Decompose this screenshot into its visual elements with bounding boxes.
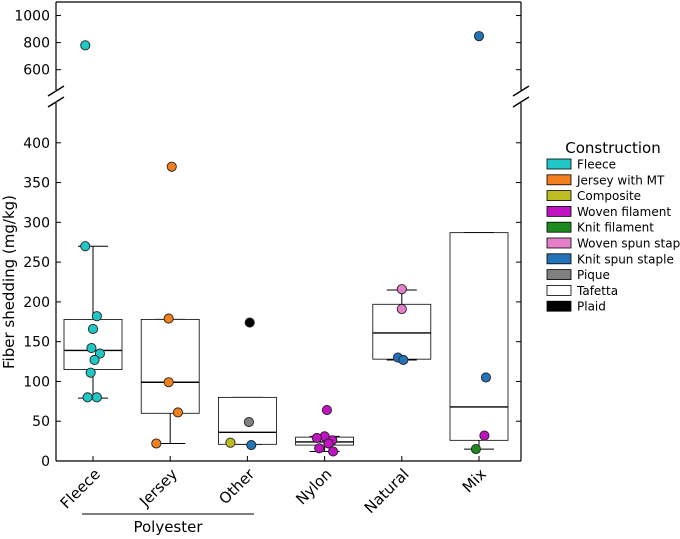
y-axis-label: Fiber shedding (mg/kg) [0,195,18,369]
data-point-other [246,440,257,451]
data-point-jersey [172,407,183,418]
data-point-fleece [89,354,100,366]
data-point-fleece [86,342,97,354]
y-tick-label: 400 [23,136,50,152]
data-point-fleece [80,241,91,252]
axis-break-mark-upper-left [47,85,65,97]
legend-label: Woven spun staple [577,237,680,251]
data-point-mix [479,430,490,441]
data-point-fleece [91,392,102,403]
y-tick-label: 50 [32,414,50,430]
x-tick-label-natural: Natural [361,465,413,517]
group-bracket: Polyester [82,513,254,536]
box-mix [449,232,509,441]
data-point-natural [398,354,409,366]
data-point-nylon [323,438,334,449]
y-tick-label: 300 [23,215,50,231]
legend-swatch [546,221,572,233]
data-point-nylon [321,405,332,416]
data-point-other [225,437,236,448]
x-tick-label-jersey: Jersey [135,465,181,511]
y-tick-label: 800 [23,36,50,52]
legend-swatch [546,269,572,281]
legend-label: Jersey with MT [576,173,665,187]
x-tick-label-other: Other [215,465,258,508]
data-point-mix [470,444,481,455]
data-point-nylon [311,432,322,443]
x-tick-label-nylon: Nylon [292,465,335,508]
legend-swatch [546,253,572,265]
legend-swatch [546,158,572,170]
x-tick-label-fleece: Fleece [57,465,104,512]
data-point-jersey [163,377,174,388]
group-label-polyester: Polyester [133,518,203,536]
data-point-other [244,317,255,328]
data-point-fleece [94,348,105,359]
y-tick-label: 0 [41,454,50,470]
data-point-natural [396,284,407,295]
legend-label: Plaid [577,300,606,314]
data-point-fleece [82,392,93,403]
box-jersey [140,318,200,414]
legend-label: Pique [577,268,610,282]
x-tick-label-mix: Mix [459,465,490,496]
y-tick-label: 350 [23,176,50,192]
legend-swatch [546,190,572,202]
legend-title: Construction [565,139,661,157]
y-tick-label: 200 [23,295,50,311]
y-tick-label: 100 [23,374,50,390]
legend-label: Fleece [577,158,616,172]
y-tick-label: 150 [23,335,50,351]
data-point-natural [396,303,407,315]
legend-swatch [546,174,572,186]
y-tick-label: 250 [23,255,50,271]
data-point-jersey [163,313,174,324]
boxes-layer [63,232,509,452]
data-point-other [243,416,254,428]
legend-swatch [546,205,572,217]
data-point-jersey [151,438,162,449]
data-point-fleece [85,367,96,378]
data-point-fleece [80,40,91,51]
legend-swatch [546,300,572,312]
data-point-jersey [166,161,177,172]
legend-label: Knit filament [577,221,654,235]
data-point-nylon [314,443,325,454]
axis-break-mark-lower-left [47,96,65,108]
legend-label: Composite [577,189,641,203]
data-point-fleece [91,311,102,322]
legend-label: Knit spun staple [577,252,674,266]
data-point-fleece [87,323,99,334]
y-tick-label: 600 [23,63,50,79]
legend-swatch [546,237,572,249]
axis-break-mark-lower-right [512,96,530,108]
axis-break-mark-upper-right [512,85,530,97]
data-point-mix [473,31,485,42]
data-point-mix [480,372,491,383]
data-point-nylon [328,446,339,457]
points-layer [80,31,491,457]
legend-swatch [546,284,572,296]
legend-label: Woven filament [577,205,671,219]
y-tick-label: 1000 [14,9,50,25]
legend-label: Tafetta [576,284,618,298]
